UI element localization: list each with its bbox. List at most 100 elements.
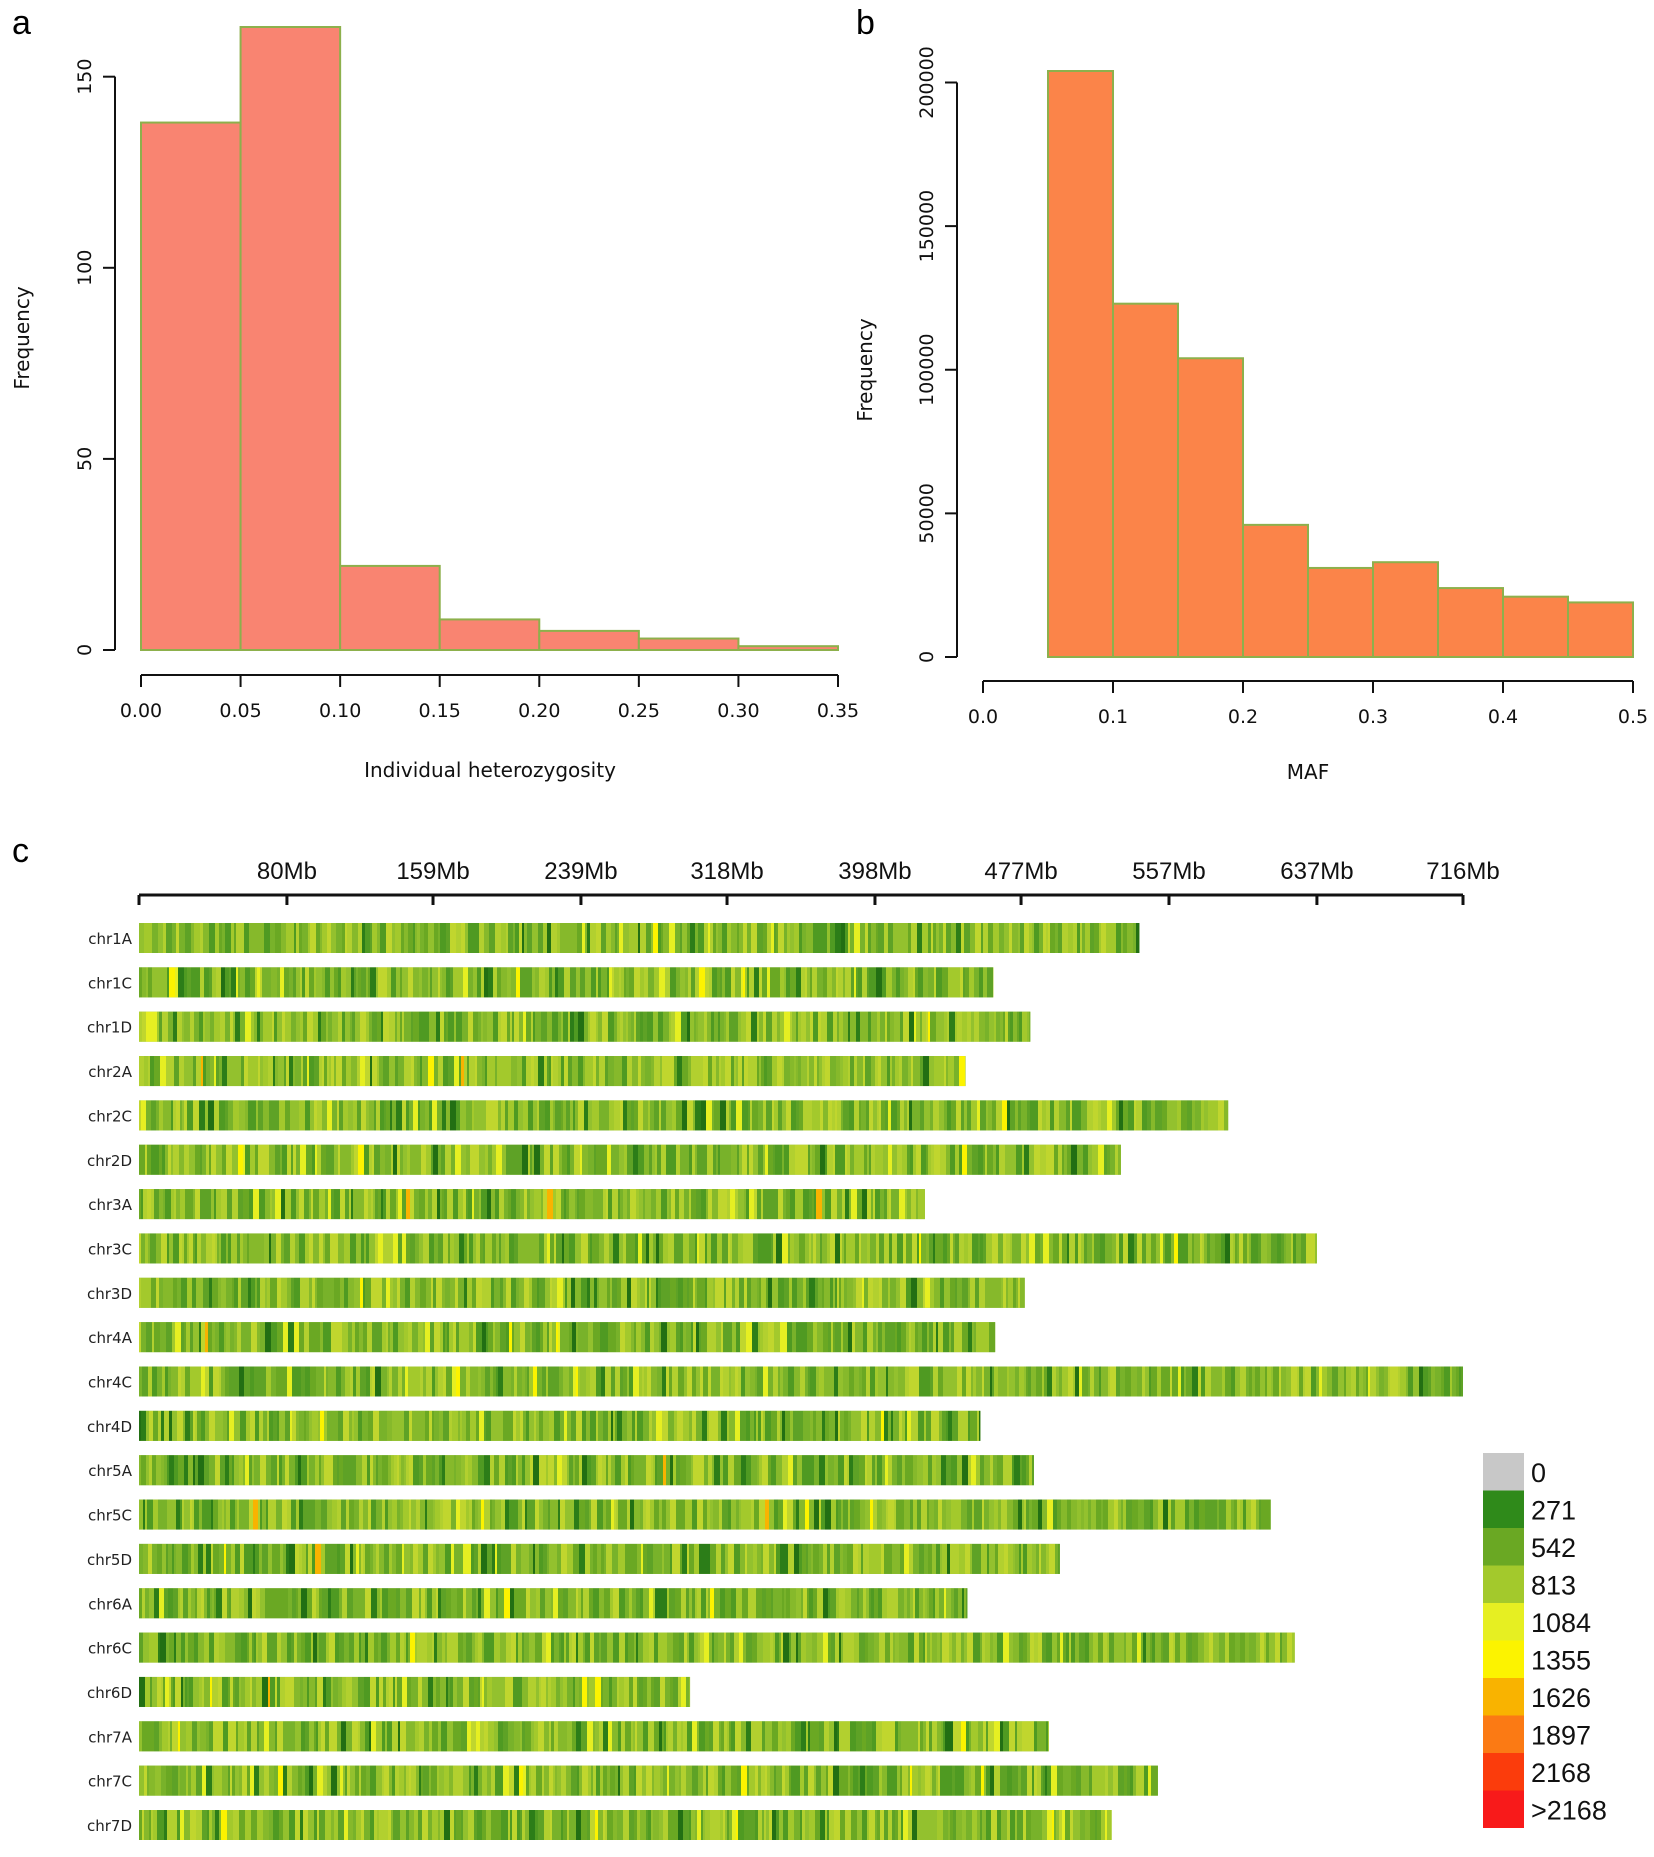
density-bin (1255, 1366, 1260, 1397)
density-bin (866, 1100, 869, 1131)
density-bin (195, 1455, 198, 1486)
density-bin (797, 1455, 802, 1486)
density-bin (760, 1632, 763, 1663)
density-bin (478, 1455, 484, 1486)
density-bin (609, 1676, 612, 1707)
density-bin (553, 1189, 556, 1220)
density-bin (704, 1011, 707, 1042)
density-bin (654, 1056, 660, 1087)
density-bin (1043, 923, 1046, 953)
density-bin (464, 1233, 467, 1264)
density-bin (544, 1721, 549, 1752)
density-bin (301, 1721, 305, 1752)
density-bin (651, 1676, 654, 1707)
density-bin (356, 1455, 362, 1486)
density-bin (337, 1765, 340, 1796)
density-bin (857, 1410, 861, 1441)
density-bin (789, 1632, 791, 1663)
density-bin (584, 1322, 588, 1353)
density-bin (171, 1676, 173, 1707)
density-bin (967, 1100, 971, 1131)
density-bin (790, 1233, 794, 1264)
density-bin (239, 1676, 241, 1707)
density-bin (631, 1322, 634, 1353)
density-bin (986, 1233, 992, 1264)
density-bin (747, 967, 749, 998)
density-bin (370, 1765, 376, 1796)
density-bin (819, 1056, 822, 1087)
density-bin (413, 1011, 419, 1042)
density-bin (698, 923, 702, 953)
density-bin (526, 1765, 529, 1796)
density-bin (156, 1455, 161, 1486)
density-bin (577, 1765, 579, 1796)
density-bin (636, 1588, 640, 1619)
density-bin (886, 1543, 892, 1574)
density-bin (557, 1277, 563, 1308)
density-bin (811, 1543, 813, 1574)
density-bin (1195, 1100, 1201, 1131)
density-bin (1346, 1366, 1351, 1397)
density-bin (161, 1676, 163, 1707)
density-bin (593, 1056, 596, 1087)
density-bin (597, 1543, 601, 1574)
density-bin (679, 1765, 681, 1796)
density-bin (900, 1765, 902, 1796)
density-bin (548, 1455, 554, 1486)
density-bin (908, 967, 913, 998)
density-bin (210, 1011, 214, 1042)
density-bin (1089, 1632, 1093, 1663)
density-bin (925, 1765, 930, 1796)
density-bin (187, 1277, 192, 1308)
density-bin (872, 1721, 876, 1752)
density-bin (248, 1100, 252, 1131)
density-bin (194, 1543, 198, 1574)
density-bin (646, 1233, 649, 1264)
density-bin (801, 1011, 806, 1042)
density-bin (649, 1410, 652, 1441)
density-bin (1087, 1100, 1093, 1131)
histogram-a-y-tick-label: 150 (74, 59, 96, 95)
density-bin (1106, 923, 1112, 953)
density-bin (277, 967, 280, 998)
density-bin (640, 1455, 646, 1486)
density-bin (818, 923, 824, 953)
density-bin (139, 1144, 145, 1175)
density-bin (971, 1455, 976, 1486)
density-bin (324, 1366, 326, 1397)
density-bin (848, 1765, 850, 1796)
density-bin (594, 1144, 596, 1175)
density-bin (373, 1410, 379, 1441)
density-bin (539, 967, 545, 998)
density-bin (656, 1543, 662, 1574)
density-bin (645, 1189, 651, 1220)
density-bin (585, 967, 591, 998)
density-bin (508, 1721, 510, 1752)
density-bin (763, 1189, 768, 1220)
histogram-maf: 0.0 0.1 0.2 0.3 0.4 0.5 050000100000150000200… (853, 46, 1648, 784)
density-bin (429, 1100, 432, 1131)
density-bin (527, 1277, 529, 1308)
density-bin (666, 1499, 670, 1530)
density-bin (463, 1543, 465, 1574)
density-bin (436, 1011, 440, 1042)
chromosome-bar-chr5A (139, 1455, 1034, 1486)
density-bin (722, 967, 725, 998)
density-bin (540, 1588, 545, 1619)
chromosome-label-chr5C: chr5C (88, 1507, 132, 1525)
density-bin (529, 1543, 533, 1574)
density-bin (957, 1277, 962, 1308)
density-bin (701, 1100, 706, 1131)
density-bin (567, 1543, 569, 1574)
density-bin (289, 1721, 295, 1752)
density-bin (643, 1499, 646, 1530)
density-bin (1186, 1366, 1192, 1397)
density-bin (309, 1765, 313, 1796)
density-bin (935, 1410, 939, 1441)
density-bin (943, 1233, 947, 1264)
density-bin (786, 1100, 791, 1131)
density-bin (712, 1632, 714, 1663)
density-bin (936, 1322, 938, 1353)
density-bin (197, 1233, 201, 1264)
density-bin (1450, 1366, 1452, 1397)
